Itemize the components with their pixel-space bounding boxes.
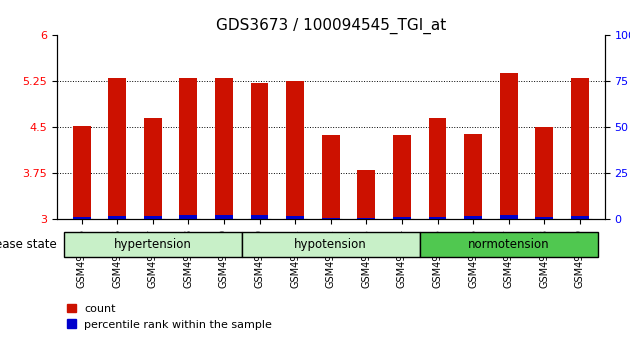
Bar (500, 215, 518, 219)
FancyBboxPatch shape (64, 232, 242, 257)
Bar (322, 218, 340, 219)
Bar (464, 216, 482, 219)
Bar (464, 133, 482, 219)
Bar (144, 216, 162, 219)
Title: GDS3673 / 100094545_TGI_at: GDS3673 / 100094545_TGI_at (215, 18, 446, 34)
Bar (571, 216, 589, 219)
Bar (286, 81, 304, 219)
Bar (571, 78, 589, 219)
Bar (251, 215, 268, 219)
FancyBboxPatch shape (242, 232, 420, 257)
Legend: count, percentile rank within the sample: count, percentile rank within the sample (62, 299, 277, 334)
Text: normotension: normotension (468, 238, 549, 251)
Text: hypotension: hypotension (294, 238, 367, 251)
Bar (393, 217, 411, 219)
Bar (251, 83, 268, 219)
Bar (428, 118, 447, 219)
Bar (215, 78, 233, 219)
Bar (357, 218, 375, 219)
Bar (428, 217, 447, 219)
Bar (286, 216, 304, 219)
Bar (357, 170, 375, 219)
Bar (72, 217, 91, 219)
Bar (180, 78, 197, 219)
Bar (215, 215, 233, 219)
Bar (180, 215, 197, 219)
Bar (536, 127, 553, 219)
Bar (144, 118, 162, 219)
Bar (500, 73, 518, 219)
Bar (536, 217, 553, 219)
Bar (108, 216, 126, 219)
Bar (72, 126, 91, 219)
FancyBboxPatch shape (420, 232, 598, 257)
Text: hypertension: hypertension (114, 238, 192, 251)
Bar (393, 135, 411, 219)
Text: disease state: disease state (0, 238, 57, 251)
Bar (322, 135, 340, 219)
Bar (108, 78, 126, 219)
